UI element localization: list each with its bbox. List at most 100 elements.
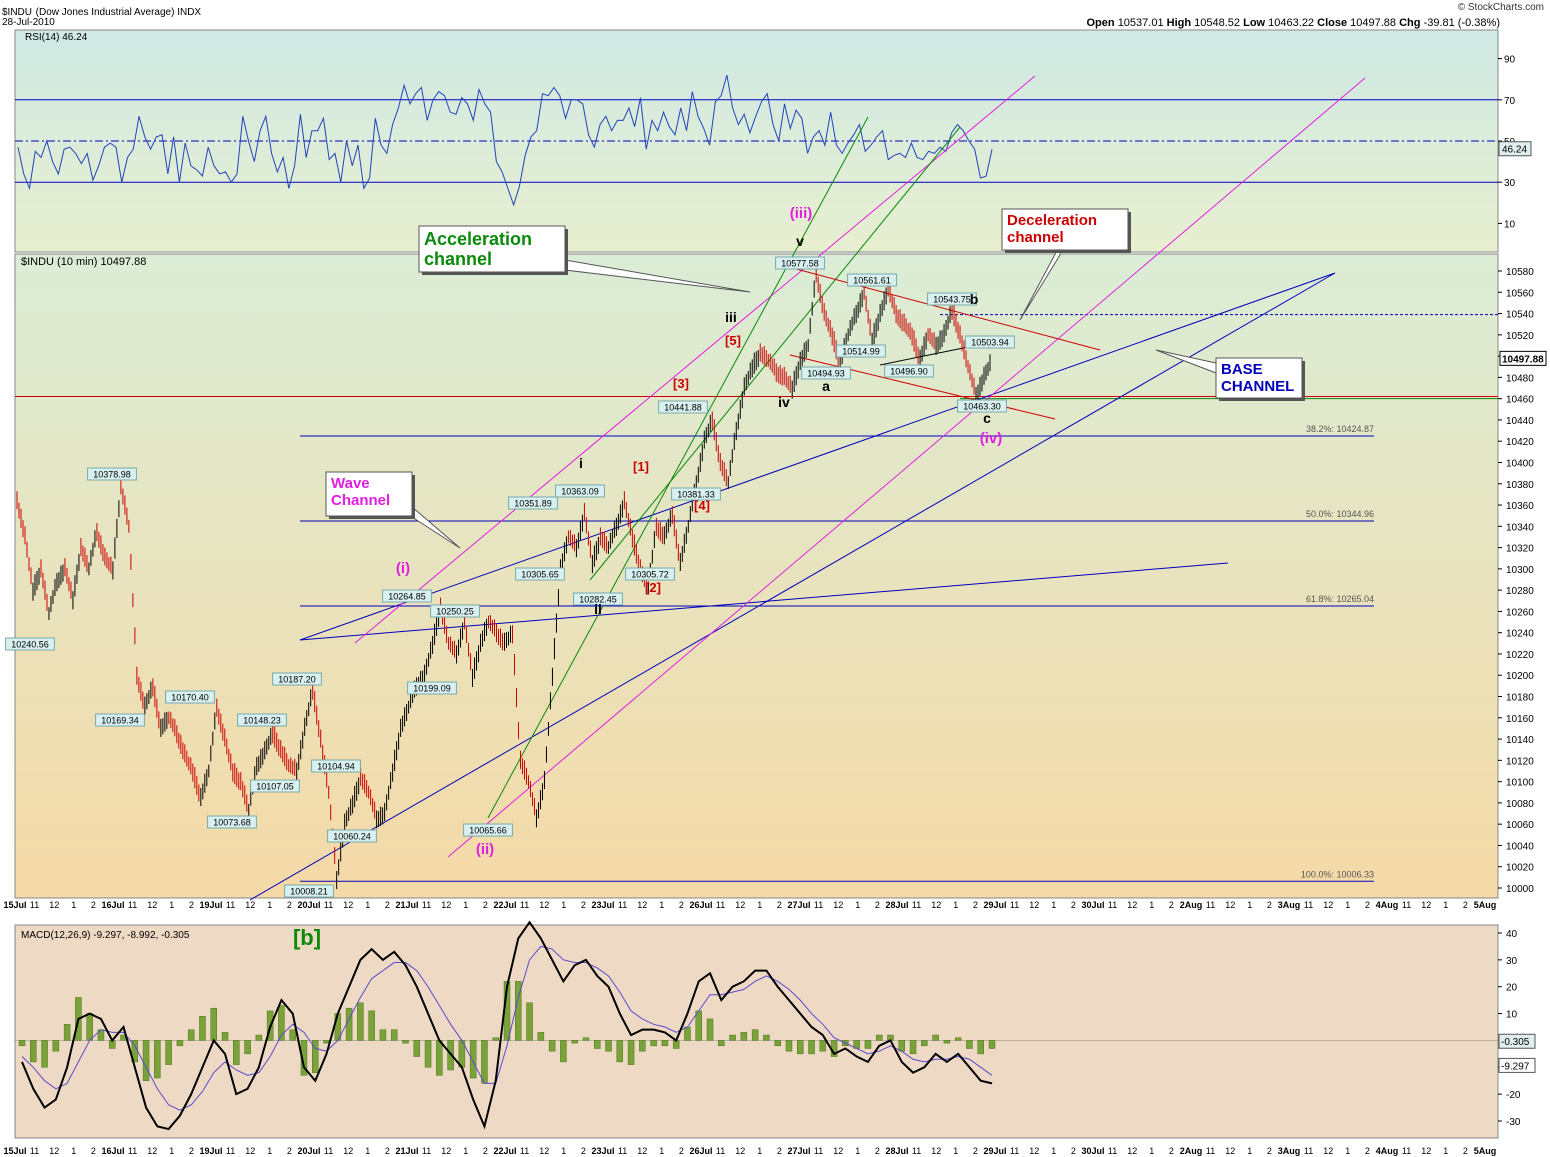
x-tick-label: 12 bbox=[49, 900, 59, 910]
rsi-tick-label: 10 bbox=[1504, 219, 1516, 230]
x-tick-label: 1 bbox=[1149, 1146, 1154, 1156]
macd-hist-bar bbox=[300, 1040, 308, 1076]
price-tag-text: 10496.90 bbox=[890, 367, 928, 377]
x-tick-label: 12 bbox=[1421, 1146, 1431, 1156]
x-tick-label: 12 bbox=[735, 900, 745, 910]
price-tag bbox=[508, 496, 558, 510]
high-value: 10548.52 bbox=[1194, 17, 1241, 29]
price-tag-text: 10065.66 bbox=[469, 826, 507, 836]
macd-hist-bar bbox=[684, 1026, 691, 1041]
wave-label: (iv) bbox=[980, 430, 1003, 447]
price-tag bbox=[658, 400, 708, 414]
price-tick-label: 10420 bbox=[1506, 437, 1534, 448]
x-tick-label: 1 bbox=[365, 1146, 370, 1156]
macd-hist-bar bbox=[977, 1040, 984, 1055]
macd-hist-bar bbox=[797, 1040, 804, 1055]
macd-hist-bar bbox=[413, 1040, 421, 1057]
x-tick-label: 1 bbox=[267, 900, 272, 910]
macd-hist-bar bbox=[988, 1040, 996, 1049]
macd-hist-bar bbox=[18, 1040, 26, 1047]
x-tick-label: 12 bbox=[637, 1146, 647, 1156]
price-tag-text: 10104.94 bbox=[317, 762, 355, 772]
price-tag bbox=[927, 292, 977, 306]
macd-hist-bar bbox=[165, 1040, 172, 1065]
x-tick-label: 12 bbox=[147, 1146, 157, 1156]
price-tick-label: 10520 bbox=[1506, 331, 1534, 342]
x-tick-label: 12 bbox=[1127, 1146, 1137, 1156]
macd-hist-bar bbox=[86, 1013, 93, 1041]
x-tick-label: 21Jul bbox=[395, 900, 418, 910]
price-tag-text: 10305.65 bbox=[521, 570, 559, 580]
macd-hist-bar bbox=[492, 1037, 499, 1041]
macd-hist-bar bbox=[52, 1040, 60, 1052]
x-tick-label: 3Aug bbox=[1278, 900, 1301, 910]
macd-hist-bar bbox=[819, 1040, 827, 1052]
x-tick-label: 16Jul bbox=[101, 900, 124, 910]
x-tick-label: 11 bbox=[912, 900, 921, 910]
macd-hist-bar bbox=[966, 1040, 973, 1049]
callout-line1: Acceleration bbox=[424, 229, 532, 249]
wave-label: (ii) bbox=[476, 841, 494, 858]
macd-hist-bar bbox=[210, 1007, 217, 1041]
wave-label: iii bbox=[725, 309, 737, 325]
price-tick-label: 10360 bbox=[1506, 501, 1534, 512]
wave-label: [2] bbox=[645, 580, 661, 595]
price-tick-label: 10240 bbox=[1506, 629, 1534, 640]
x-tick-label: 12 bbox=[245, 900, 255, 910]
x-tick-label: 12 bbox=[343, 1146, 353, 1156]
x-tick-label: 4Aug bbox=[1376, 1146, 1399, 1156]
decel-channel-upper bbox=[784, 265, 1101, 351]
price-tag bbox=[801, 366, 851, 380]
wave-label: c bbox=[983, 410, 991, 426]
price-tick-label: 10300 bbox=[1506, 565, 1534, 576]
price-tag bbox=[957, 399, 1007, 413]
high-label: High bbox=[1166, 17, 1192, 29]
wave-channel-lower bbox=[447, 77, 1366, 858]
macd-hist-bar bbox=[661, 1040, 669, 1047]
price-tag bbox=[5, 637, 55, 651]
x-tick-label: 2Aug bbox=[1180, 900, 1203, 910]
x-tick-label: 2 bbox=[875, 1146, 880, 1156]
price-tick-label: 10320 bbox=[1506, 544, 1534, 555]
macd-hist-bar bbox=[582, 1037, 590, 1041]
price-tick-label: 10580 bbox=[1506, 267, 1534, 278]
x-tick-label: 12 bbox=[245, 1146, 255, 1156]
x-tick-label: 27Jul bbox=[787, 1146, 810, 1156]
decel-channel-lower bbox=[789, 354, 1056, 420]
fib-label: 100.0%: 10006.33 bbox=[1301, 869, 1374, 879]
macd-hist-bar bbox=[616, 1040, 624, 1063]
macd-hist-bar bbox=[740, 1032, 748, 1041]
symbol: $INDU bbox=[2, 7, 33, 18]
x-tick-label: 1 bbox=[169, 1146, 174, 1156]
price-tag-text: 10187.20 bbox=[278, 675, 316, 685]
x-tick-label: 1 bbox=[169, 900, 174, 910]
x-tick-label: 1 bbox=[1345, 900, 1350, 910]
price-tag bbox=[671, 487, 721, 501]
x-tick-label: 2 bbox=[1267, 1146, 1272, 1156]
wave-label: [b] bbox=[293, 925, 321, 950]
price-tag bbox=[847, 273, 897, 287]
x-tick-label: 1 bbox=[1443, 1146, 1448, 1156]
macd-hist-bar bbox=[233, 1040, 240, 1065]
macd-hist-bar bbox=[639, 1040, 646, 1052]
price-tag-text: 10363.09 bbox=[561, 487, 599, 497]
x-tick-label: 2 bbox=[581, 1146, 586, 1156]
macd-hist-bar bbox=[30, 1040, 37, 1063]
chg-value: -39.81 (-0.38%) bbox=[1423, 17, 1500, 29]
price-tag bbox=[775, 256, 825, 270]
wave-label: [3] bbox=[673, 376, 689, 391]
close-label: Close bbox=[1317, 17, 1348, 29]
price-tag-text: 10463.30 bbox=[963, 402, 1001, 412]
macd-hist-bar bbox=[390, 1029, 398, 1041]
macd-hist-bar bbox=[142, 1040, 150, 1081]
x-tick-label: 1 bbox=[1149, 900, 1154, 910]
x-tick-label: 1 bbox=[463, 900, 468, 910]
x-tick-label: 22Jul bbox=[493, 1146, 516, 1156]
rsi-label: RSI(14) 46.24 bbox=[25, 32, 88, 43]
callout-box bbox=[325, 471, 413, 517]
macd-hist-bar bbox=[345, 1007, 353, 1041]
macd-hist-bar bbox=[379, 1029, 387, 1041]
x-tick-label: 12 bbox=[539, 1146, 549, 1156]
x-tick-label: 11 bbox=[912, 1146, 921, 1156]
